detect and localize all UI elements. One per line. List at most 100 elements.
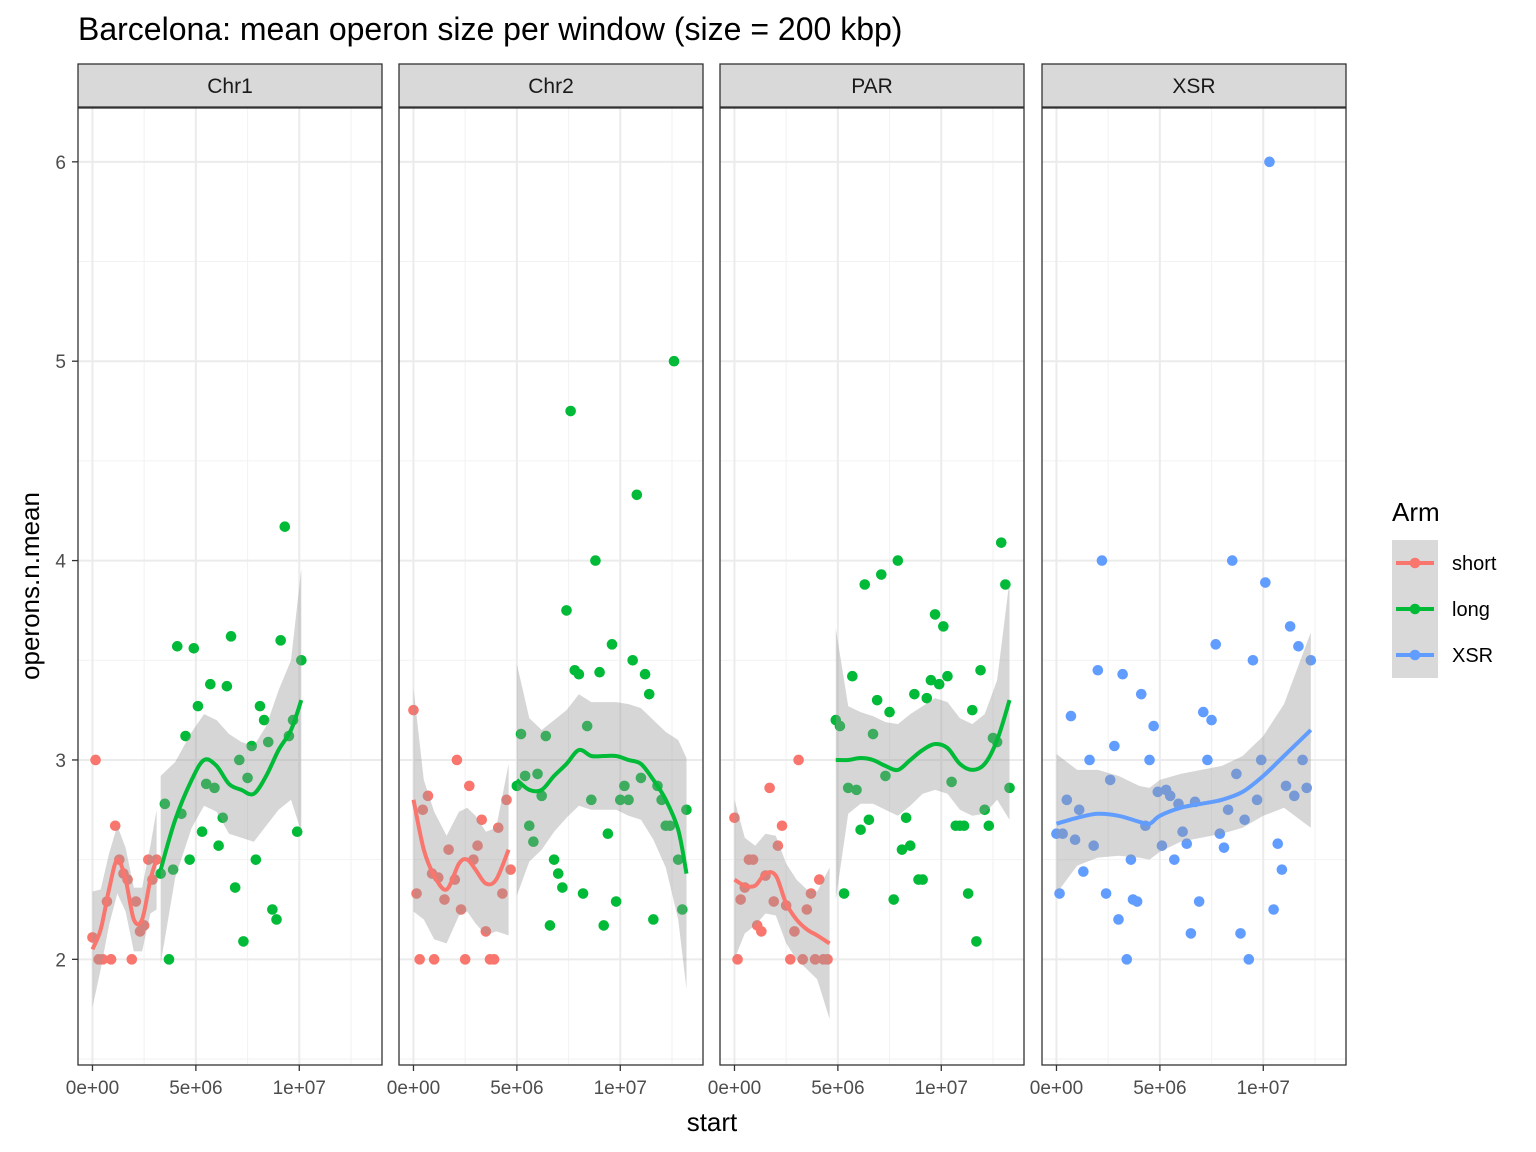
- data-point-short: [126, 954, 138, 965]
- confidence-band-long: [835, 580, 1010, 900]
- data-point-long: [167, 864, 179, 875]
- data-point-long: [664, 820, 676, 832]
- data-point-long: [258, 714, 270, 726]
- data-point-XSR: [1202, 754, 1213, 766]
- facet-strip: [1041, 63, 1347, 108]
- legend-key-point: [1409, 557, 1421, 569]
- data-point-long: [876, 569, 887, 580]
- panel-border: [77, 107, 383, 1066]
- data-point-XSR: [1100, 888, 1112, 899]
- data-point-long: [979, 804, 991, 816]
- data-point-short: [789, 926, 800, 937]
- plot-background: [720, 108, 1024, 1065]
- data-point-long: [938, 621, 949, 632]
- data-point-short: [813, 874, 825, 885]
- data-point-long: [586, 794, 597, 806]
- x-tick-label: 0e+00: [1030, 1078, 1083, 1099]
- data-point-XSR: [1125, 854, 1137, 865]
- data-point-XSR: [1057, 828, 1068, 840]
- data-point-long: [842, 782, 854, 794]
- data-point-XSR: [1288, 790, 1300, 802]
- data-point-long: [209, 782, 220, 794]
- data-point-short: [464, 780, 475, 792]
- data-point-long: [225, 631, 237, 642]
- smooth-line-short: [90, 857, 159, 951]
- data-point-XSR: [1284, 621, 1296, 632]
- x-tick-label: 5e+06: [811, 1078, 864, 1099]
- data-point-XSR: [1181, 838, 1193, 849]
- data-point-short: [408, 704, 419, 716]
- data-point-XSR: [1301, 782, 1313, 794]
- data-point-short: [414, 954, 425, 965]
- data-point-long: [540, 730, 552, 742]
- data-point-short: [768, 896, 780, 907]
- data-point-long: [896, 844, 908, 855]
- data-point-long: [929, 609, 941, 620]
- data-point-long: [975, 664, 986, 676]
- data-point-long: [205, 678, 216, 690]
- data-point-XSR: [1280, 780, 1292, 792]
- data-point-long: [188, 643, 200, 654]
- data-point-XSR: [1169, 854, 1180, 865]
- data-point-long: [200, 778, 212, 790]
- plot-background: [1042, 108, 1346, 1065]
- data-point-short: [105, 954, 117, 965]
- data-point-short: [497, 888, 508, 899]
- data-point-long: [262, 736, 274, 748]
- x-tick-label: 1e+07: [594, 1078, 647, 1099]
- data-point-long: [904, 840, 916, 851]
- legend-key-point: [1409, 649, 1421, 661]
- data-point-short: [472, 840, 483, 851]
- data-point-XSR: [1152, 786, 1164, 798]
- data-point-long: [155, 868, 167, 879]
- data-point-long: [552, 868, 564, 879]
- smooth-line-long: [515, 747, 689, 874]
- y-tick-label: 6: [55, 153, 66, 174]
- data-point-short: [459, 954, 471, 965]
- data-point-XSR: [1054, 888, 1065, 899]
- data-point-long: [1000, 579, 1011, 590]
- data-point-XSR: [1235, 928, 1246, 939]
- data-point-long: [867, 728, 879, 740]
- data-point-short: [480, 926, 492, 937]
- smooth-line-short: [411, 799, 511, 892]
- data-point-long: [561, 605, 572, 616]
- data-point-long: [594, 666, 605, 678]
- data-point-long: [888, 894, 900, 905]
- chart-title: Barcelona: mean operon size per window (…: [78, 11, 902, 47]
- data-point-long: [528, 836, 539, 847]
- data-point-short: [109, 820, 121, 832]
- data-point-XSR: [1260, 577, 1271, 588]
- panel-border: [398, 107, 704, 1066]
- data-point-long: [171, 641, 183, 652]
- data-point-long: [598, 920, 610, 931]
- data-point-long: [532, 768, 543, 780]
- data-point-short: [422, 790, 434, 802]
- data-point-long: [590, 555, 601, 566]
- data-point-XSR: [1222, 804, 1234, 816]
- data-point-XSR: [1113, 914, 1124, 925]
- legend-item-long: long: [1392, 586, 1490, 632]
- data-point-short: [729, 812, 740, 824]
- plot-background: [78, 108, 382, 1065]
- data-point-long: [668, 355, 680, 367]
- data-point-long: [565, 405, 576, 417]
- data-point-long: [254, 700, 266, 712]
- data-point-long: [614, 794, 626, 806]
- legend-label: XSR: [1452, 645, 1493, 667]
- data-point-long: [1004, 782, 1015, 794]
- data-point-XSR: [1096, 555, 1108, 566]
- data-point-short: [443, 844, 454, 855]
- x-tick-label: 0e+00: [708, 1078, 761, 1099]
- data-point-XSR: [1148, 720, 1159, 732]
- data-point-long: [900, 812, 912, 824]
- data-point-long: [921, 692, 933, 704]
- data-point-XSR: [1272, 838, 1284, 849]
- data-point-long: [909, 688, 920, 700]
- facet-strip-label: PAR: [851, 75, 893, 98]
- data-point-long: [623, 794, 634, 806]
- data-point-long: [196, 826, 208, 838]
- facet-panels: Chr1 0e+00 5e+06 1e+07 2 3 4 5 6 Chr2 0e+00 5e+06 1e…: [55, 63, 1347, 1099]
- data-point-long: [946, 776, 957, 788]
- confidence-band-short: [92, 809, 157, 1008]
